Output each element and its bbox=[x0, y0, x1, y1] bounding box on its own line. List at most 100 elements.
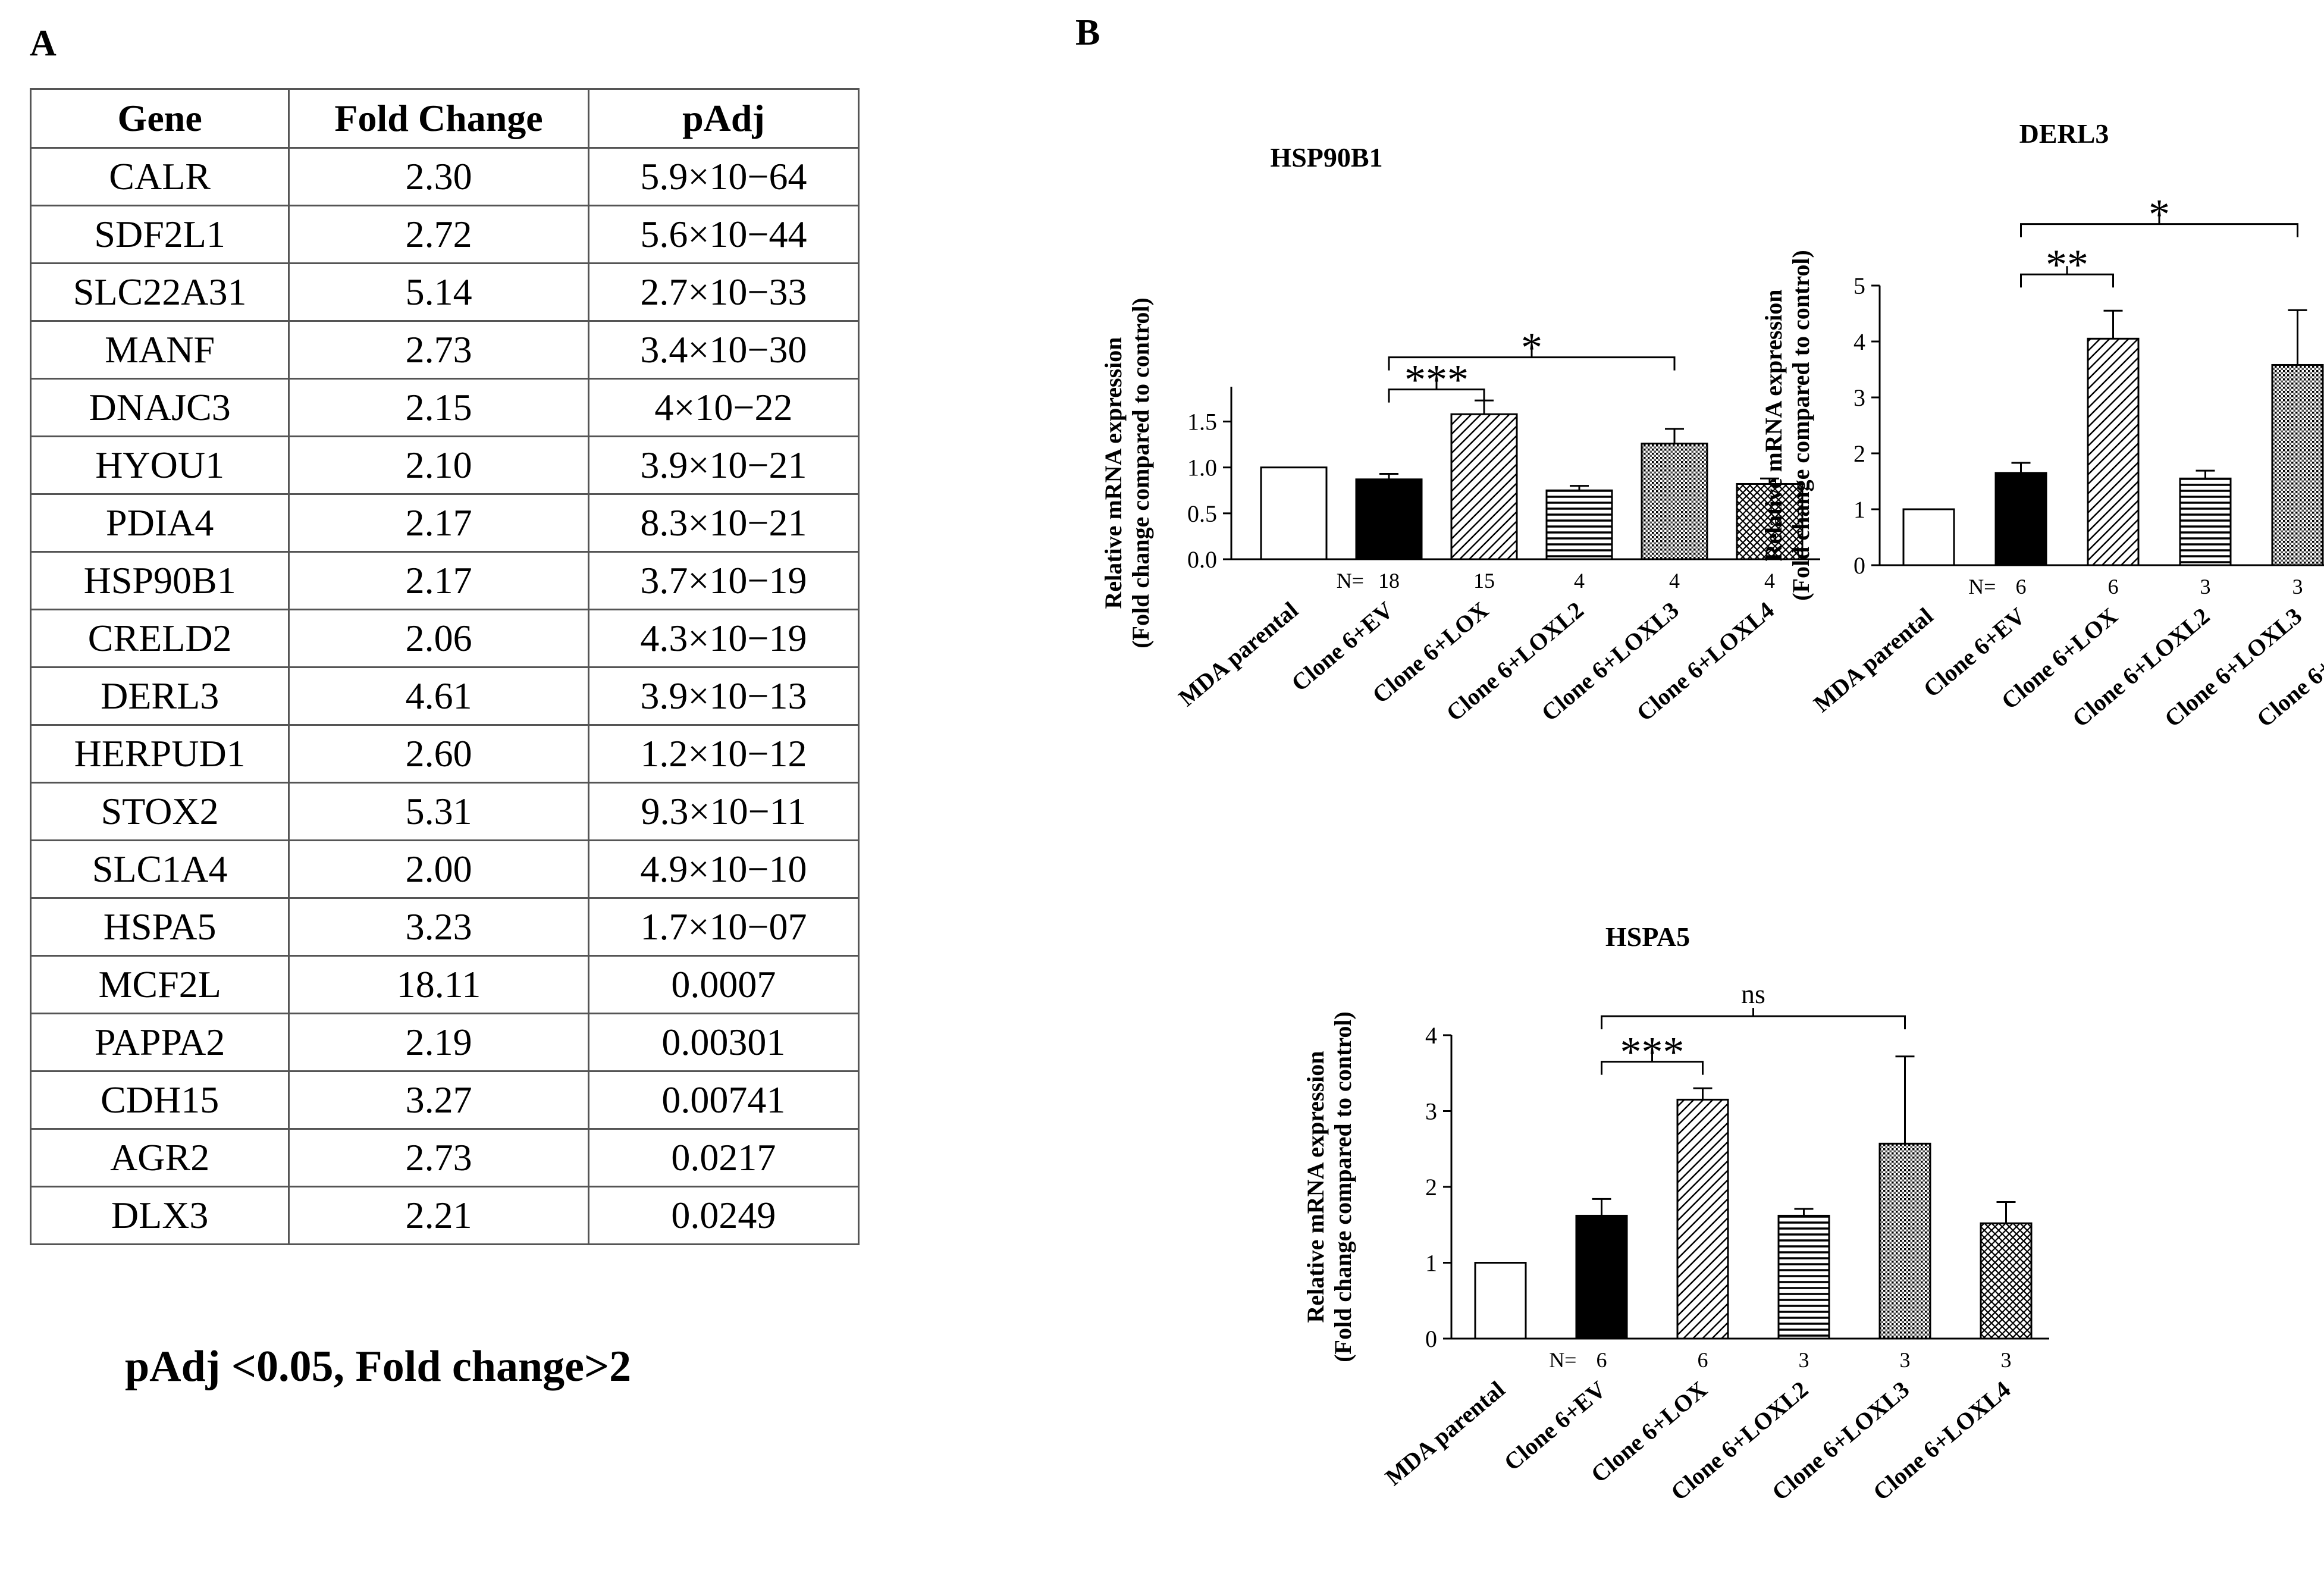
y-axis-label-line1: Relative mRNA expression bbox=[1302, 1051, 1329, 1323]
header-fold-change: Fold Change bbox=[288, 88, 589, 149]
n-value: 6 bbox=[2108, 575, 2119, 598]
gene-cell: CDH15 bbox=[29, 1070, 290, 1130]
bar-5 bbox=[1878, 1142, 1931, 1340]
padj-cell: 1.7×10−07 bbox=[587, 897, 860, 957]
y-axis-label: Relative mRNA expression(Fold change com… bbox=[1100, 297, 1154, 648]
padj-cell: 1.2×10−12 bbox=[587, 724, 860, 784]
gene-cell: HSPA5 bbox=[29, 897, 290, 957]
y-axis-label-line2: (Fold change compared to control) bbox=[1127, 297, 1154, 648]
bar-1 bbox=[1260, 466, 1328, 560]
chart-derl3: DERL3 Relative mRNA expression(Fold chang… bbox=[1760, 118, 2324, 732]
significance-label: * bbox=[1521, 324, 1542, 372]
bar-1 bbox=[1474, 1262, 1527, 1340]
significance-label: * bbox=[2149, 191, 2170, 239]
gene-cell: MCF2L bbox=[29, 955, 290, 1014]
fold-change-cell: 2.73 bbox=[288, 320, 589, 380]
y-axis-label: Relative mRNA expression(Fold change com… bbox=[1302, 1011, 1356, 1362]
padj-cell: 4.9×10−10 bbox=[587, 839, 860, 899]
fold-change-cell: 3.23 bbox=[288, 897, 589, 957]
bar-4 bbox=[1777, 1214, 1830, 1340]
n-value: 3 bbox=[2292, 575, 2303, 598]
n-value: 3 bbox=[1900, 1348, 1911, 1372]
table-row: CRELD2 2.06 4.3×10−19 bbox=[29, 609, 860, 668]
gene-cell: SLC1A4 bbox=[29, 839, 290, 899]
n-value: 6 bbox=[1698, 1348, 1708, 1372]
chart-title: HSP90B1 bbox=[1270, 142, 1382, 173]
bar-6 bbox=[1980, 1222, 2033, 1340]
table-row: SLC22A31 5.14 2.7×10−33 bbox=[29, 262, 860, 322]
n-value: 4 bbox=[1764, 569, 1775, 593]
padj-cell: 0.0249 bbox=[587, 1186, 860, 1245]
fold-change-cell: 2.21 bbox=[288, 1186, 589, 1245]
bar-2 bbox=[1355, 478, 1423, 560]
y-tick-label: 0.0 bbox=[1187, 546, 1217, 573]
padj-cell: 3.7×10−19 bbox=[587, 551, 860, 610]
n-value: 18 bbox=[1378, 569, 1400, 593]
gene-cell: MANF bbox=[29, 320, 290, 380]
y-tick-label: 2 bbox=[1425, 1174, 1437, 1201]
padj-cell: 0.00741 bbox=[587, 1070, 860, 1130]
category-label: MDA parental bbox=[1174, 596, 1303, 711]
gene-cell: AGR2 bbox=[29, 1128, 290, 1187]
table-row: AGR2 2.73 0.0217 bbox=[29, 1128, 860, 1187]
table-header-row: Gene Fold Change pAdj bbox=[29, 88, 860, 149]
y-tick-label: 0 bbox=[1425, 1325, 1437, 1352]
bar-5 bbox=[2271, 364, 2324, 566]
n-prefix: N= bbox=[1549, 1348, 1576, 1372]
fold-change-cell: 2.73 bbox=[288, 1128, 589, 1187]
fold-change-cell: 2.17 bbox=[288, 551, 589, 610]
category-label: MDA parental bbox=[1808, 602, 1938, 717]
chart-hspa5: HSPA5 Relative mRNA expression(Fold chang… bbox=[1302, 922, 2049, 1506]
padj-cell: 9.3×10−11 bbox=[587, 782, 860, 841]
chart-hsp90b1: HSP90B1 Relative mRNA expression(Fold cha… bbox=[1100, 142, 1820, 726]
significance-bracket bbox=[1388, 381, 1485, 403]
padj-cell: 4.3×10−19 bbox=[587, 609, 860, 668]
fold-change-cell: 2.00 bbox=[288, 839, 589, 899]
y-tick-label: 3 bbox=[1853, 384, 1865, 411]
table-row: SDF2L1 2.72 5.6×10−44 bbox=[29, 205, 860, 264]
bar-4 bbox=[2179, 477, 2232, 566]
y-tick-label: 5 bbox=[1853, 272, 1865, 299]
y-tick-label: 0 bbox=[1853, 552, 1865, 579]
table-row: HYOU1 2.10 3.9×10−21 bbox=[29, 435, 860, 495]
y-tick-label: 4 bbox=[1425, 1022, 1437, 1049]
chart-title: HSPA5 bbox=[1605, 922, 1690, 952]
table-row: MANF 2.73 3.4×10−30 bbox=[29, 320, 860, 380]
n-value: 4 bbox=[1669, 569, 1680, 593]
bar-4 bbox=[1545, 489, 1613, 560]
n-value: 3 bbox=[2001, 1348, 2012, 1372]
gene-cell: STOX2 bbox=[29, 782, 290, 841]
y-axis-label-line2: (Fold change compared to control) bbox=[1329, 1011, 1356, 1362]
padj-cell: 4×10−22 bbox=[587, 378, 860, 437]
y-tick-label: 1 bbox=[1425, 1250, 1437, 1277]
table-row: PDIA4 2.17 8.3×10−21 bbox=[29, 493, 860, 553]
table-row: MCF2L 18.11 0.0007 bbox=[29, 955, 860, 1014]
table-row: CDH15 3.27 0.00741 bbox=[29, 1070, 860, 1130]
fold-change-cell: 2.30 bbox=[288, 147, 589, 206]
fold-change-cell: 3.27 bbox=[288, 1070, 589, 1130]
fold-change-cell: 5.31 bbox=[288, 782, 589, 841]
fold-change-cell: 18.11 bbox=[288, 955, 589, 1014]
padj-cell: 8.3×10−21 bbox=[587, 493, 860, 553]
significance-bracket bbox=[1601, 1053, 1704, 1075]
table-row: HSPA5 3.23 1.7×10−07 bbox=[29, 897, 860, 957]
padj-cell: 5.9×10−64 bbox=[587, 147, 860, 206]
fold-change-cell: 2.19 bbox=[288, 1013, 589, 1072]
table-row: SLC1A4 2.00 4.9×10−10 bbox=[29, 839, 860, 899]
panel-label-a: A bbox=[30, 23, 57, 64]
table-row: DNAJC3 2.15 4×10−22 bbox=[29, 378, 860, 437]
y-tick-label: 3 bbox=[1425, 1098, 1437, 1125]
n-value: 4 bbox=[1574, 569, 1585, 593]
chart-title: DERL3 bbox=[2019, 118, 2109, 149]
fold-change-cell: 2.06 bbox=[288, 609, 589, 668]
y-tick-label: 4 bbox=[1853, 328, 1865, 355]
header-gene: Gene bbox=[29, 88, 290, 149]
table-row: DLX3 2.21 0.0249 bbox=[29, 1186, 860, 1245]
significance-bracket bbox=[2020, 215, 2298, 237]
table-row: PAPPA2 2.19 0.00301 bbox=[29, 1013, 860, 1072]
padj-cell: 3.4×10−30 bbox=[587, 320, 860, 380]
table-row: STOX2 5.31 9.3×10−11 bbox=[29, 782, 860, 841]
gene-cell: DLX3 bbox=[29, 1186, 290, 1245]
padj-cell: 0.0007 bbox=[587, 955, 860, 1014]
y-tick-label: 2 bbox=[1853, 440, 1865, 467]
